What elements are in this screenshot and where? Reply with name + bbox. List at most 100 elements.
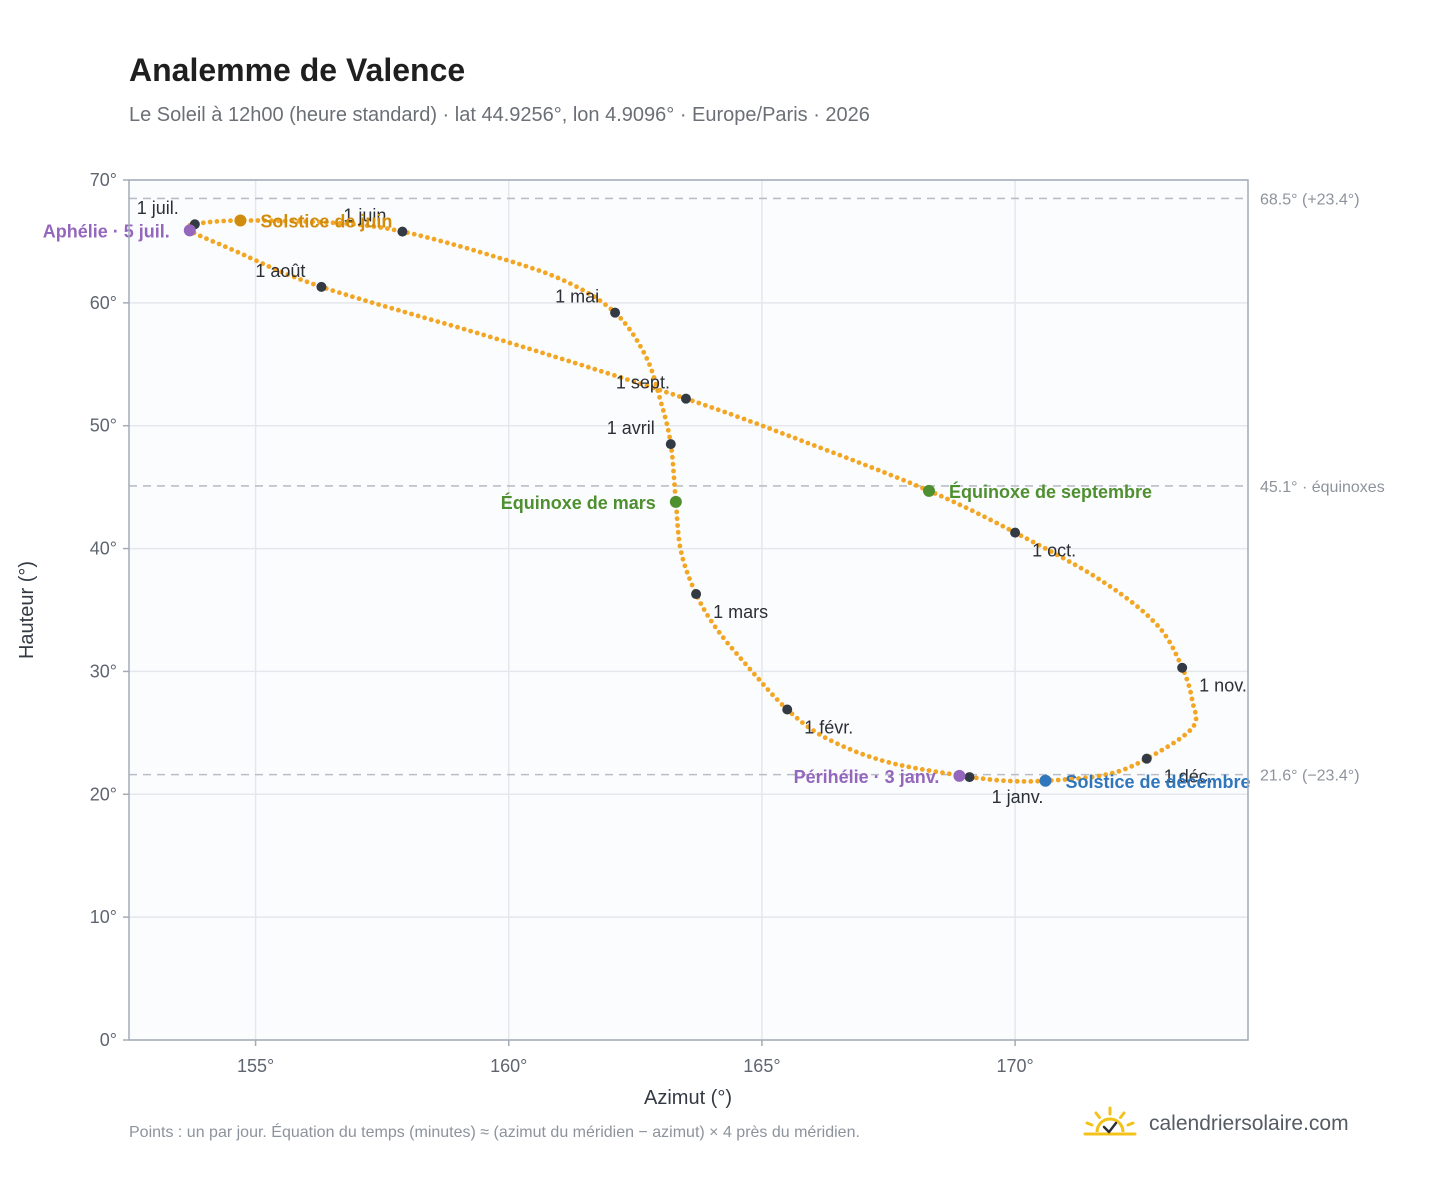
daily-sun-point (591, 294, 597, 300)
month-marker (1010, 527, 1021, 538)
daily-sun-point (1083, 775, 1088, 781)
daily-sun-point (530, 265, 535, 271)
daily-sun-point (938, 493, 944, 499)
brand-text: calendriersolaire.com (1149, 1112, 1349, 1135)
event-label: Solstice de juin (260, 212, 392, 232)
daily-sun-point (761, 682, 766, 687)
daily-sun-point (667, 434, 672, 440)
daily-sun-point (1173, 651, 1179, 657)
x-tick-label: 160° (490, 1056, 527, 1076)
daily-sun-point (1030, 539, 1036, 545)
daily-sun-point (671, 475, 677, 481)
daily-sun-point (260, 261, 266, 267)
daily-sun-point (1191, 703, 1196, 708)
daily-sun-point (442, 321, 447, 326)
daily-sun-point (396, 307, 401, 313)
daily-sun-point (363, 298, 368, 304)
daily-sun-point (734, 651, 739, 656)
daily-sun-point (913, 483, 919, 488)
daily-sun-point (574, 284, 579, 290)
daily-sun-point (344, 221, 350, 227)
event-markers: Périhélie · 3 janv. Aphélie · 5 juil. Équi… (43, 212, 1251, 792)
daily-sun-point (1135, 761, 1141, 766)
daily-sun-point (311, 281, 316, 287)
daily-sun-point (411, 231, 417, 237)
daily-sun-point (675, 529, 681, 535)
daily-sun-point (337, 290, 342, 296)
daily-sun-point (1055, 777, 1061, 783)
daily-sun-point (285, 272, 291, 277)
daily-sun-point (1159, 747, 1165, 753)
daily-sun-point (1170, 645, 1176, 651)
y-tick-label: 40° (90, 539, 117, 559)
daily-sun-point (1135, 604, 1140, 610)
daily-sun-point (1028, 779, 1034, 784)
daily-sun-point (337, 220, 343, 226)
event-marker (234, 214, 247, 227)
daily-sun-point (741, 416, 747, 422)
daily-sun-point (822, 735, 828, 741)
daily-sun-point (994, 520, 1000, 526)
daily-sun-point (553, 354, 558, 360)
event-label: Solstice de décembre (1065, 772, 1250, 792)
daily-sun-point (228, 218, 233, 224)
daily-sun-point (503, 257, 509, 263)
daily-sun-point (627, 326, 632, 332)
daily-sun-point (720, 635, 726, 641)
month-marker-label: 1 avril (607, 418, 655, 438)
daily-sun-point (1129, 600, 1135, 605)
daily-sun-point (448, 322, 454, 328)
month-marker (610, 307, 621, 318)
daily-sun-point (674, 509, 680, 515)
daily-sun-point (869, 465, 875, 470)
daily-sun-point (677, 394, 682, 399)
daily-sun-point (980, 776, 986, 782)
daily-sun-point (664, 421, 670, 427)
daily-sun-point (1153, 751, 1159, 756)
daily-sun-point (298, 277, 303, 282)
daily-sun-point (756, 676, 762, 682)
daily-sun-point (677, 543, 683, 549)
daily-sun-point (210, 239, 216, 244)
daily-sun-point (580, 287, 585, 293)
daily-sun-point (701, 607, 707, 612)
event-label: Équinoxe de mars (501, 492, 656, 513)
daily-sun-point (490, 253, 496, 259)
daily-sun-point (674, 516, 680, 522)
daily-sun-point (269, 218, 274, 224)
page-subtitle: Le Soleil à 12h00 (heure standard) · lat… (129, 104, 870, 126)
event-label: Périhélie · 3 janv. (794, 767, 940, 787)
daily-sun-point (653, 381, 659, 387)
daily-sun-point (875, 467, 881, 473)
daily-sun-point (735, 414, 740, 420)
sun-icon (1083, 1106, 1137, 1136)
daily-sun-point (676, 536, 682, 542)
daily-sun-point (1000, 523, 1006, 529)
daily-sun-point (317, 219, 322, 225)
daily-sun-point (1140, 608, 1146, 614)
daily-sun-point (957, 502, 963, 508)
daily-sun-point (517, 261, 522, 267)
daily-sun-point (1007, 778, 1013, 784)
daily-sun-point (598, 368, 604, 374)
daily-sun-point (444, 240, 450, 246)
daily-sun-point (647, 362, 652, 367)
daily-sun-point (837, 452, 843, 458)
daily-sun-point (794, 715, 800, 721)
daily-sun-point (1176, 657, 1182, 663)
daily-sun-point (805, 724, 811, 730)
daily-sun-point (882, 470, 887, 475)
daily-sun-point (612, 373, 617, 378)
daily-sun-point (1187, 728, 1193, 734)
daily-sun-point (708, 618, 714, 624)
x-tick-label: 155° (237, 1056, 274, 1076)
footnote: Points : un par jour. Équation du temps … (129, 1124, 860, 1141)
month-marker (316, 281, 327, 292)
daily-sun-point (907, 480, 913, 486)
daily-sun-point (507, 340, 513, 346)
daily-sun-point (1107, 584, 1113, 589)
daily-sun-point (1096, 773, 1102, 779)
daily-sun-point (568, 281, 573, 286)
daily-sun-point (276, 218, 281, 224)
daily-sun-point (786, 433, 792, 439)
